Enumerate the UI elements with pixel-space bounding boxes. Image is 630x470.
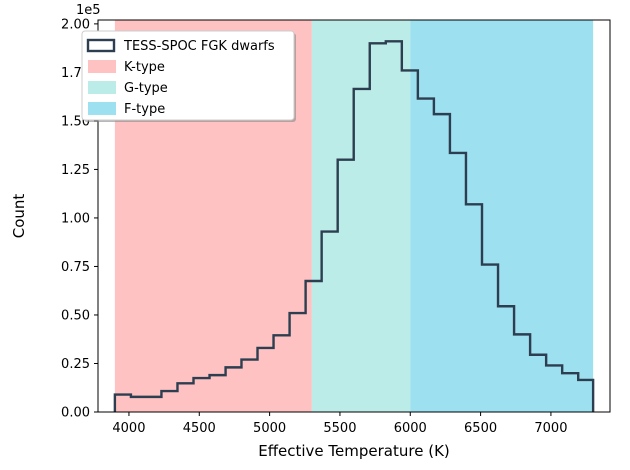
y-tick-label: 0.25 — [61, 357, 90, 372]
plot-frame — [97, 19, 611, 413]
y-axis-offset-label: 1e5 — [76, 3, 101, 18]
y-axis-ticks: 0.000.250.500.751.001.251.501.752.00 — [61, 17, 98, 421]
legend-swatch-k-type — [88, 60, 116, 73]
x-tick-label: 4000 — [112, 421, 145, 436]
y-tick-label: 0.75 — [61, 260, 90, 275]
y-tick-label: 0.00 — [61, 406, 90, 421]
histogram-outline — [113, 40, 595, 412]
region-g-type — [311, 20, 411, 412]
histogram-series — [113, 40, 595, 412]
legend-label-tess-spoc-fgk-dwarfs: TESS-SPOC FGK dwarfs — [123, 39, 275, 54]
y-tick-label: 1.00 — [61, 211, 90, 226]
legend-label-f-type: F-type — [124, 102, 165, 117]
y-axis-label: Count — [10, 194, 28, 239]
legend: TESS-SPOC FGK dwarfs K-type G-type F-type — [81, 30, 296, 122]
x-tick-label: 5500 — [323, 421, 356, 436]
y-tick-label: 0.50 — [61, 308, 90, 323]
legend-label-k-type: K-type — [124, 60, 165, 75]
x-tick-label: 6000 — [394, 421, 427, 436]
legend-swatch-g-type — [88, 81, 116, 94]
y-tick-label: 1.25 — [61, 163, 90, 178]
legend-box — [81, 30, 295, 121]
y-tick-label: 2.00 — [61, 17, 90, 32]
x-tick-label: 7000 — [534, 421, 567, 436]
region-f-type — [410, 20, 594, 412]
x-tick-label: 6500 — [464, 421, 497, 436]
x-axis-label: Effective Temperature (K) — [258, 442, 450, 460]
x-tick-label: 4500 — [183, 421, 216, 436]
x-axis-ticks: 4000 4500 5000 5500 6000 6500 7000 — [112, 412, 567, 436]
x-tick-label: 5000 — [253, 421, 286, 436]
legend-swatch-tess-spoc-fgk-dwarfs — [86, 38, 116, 53]
legend-swatch-f-type — [88, 102, 116, 115]
legend-label-g-type: G-type — [124, 81, 168, 96]
